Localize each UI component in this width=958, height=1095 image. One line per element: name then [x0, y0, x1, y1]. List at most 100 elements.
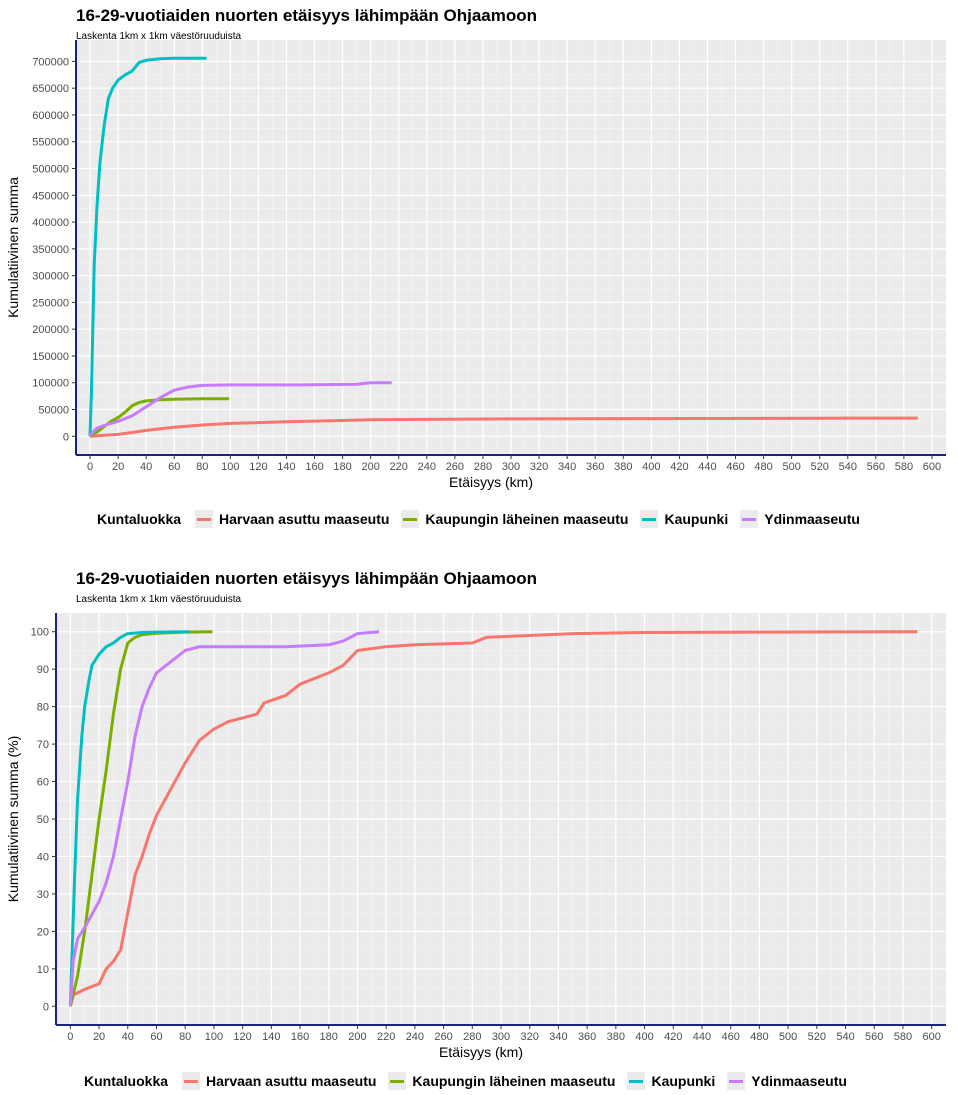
- x-axis-label: Etäisyys (km): [449, 474, 533, 490]
- y-axis-label: Kumulatiivinen summa: [5, 177, 21, 318]
- x-tick-label: 600: [922, 1031, 940, 1043]
- x-tick-label: 140: [277, 461, 295, 473]
- x-tick-label: 120: [233, 1031, 251, 1043]
- x-tick-label: 60: [168, 461, 180, 473]
- legend-key: [740, 510, 759, 528]
- y-tick-label: 40: [37, 851, 49, 863]
- y-tick-label: 350000: [32, 244, 69, 256]
- y-tick-label: 400000: [32, 217, 69, 229]
- x-tick-label: 420: [670, 461, 688, 473]
- x-tick-label: 380: [607, 1031, 625, 1043]
- x-tick-label: 240: [406, 1031, 424, 1043]
- x-tick-label: 280: [474, 461, 492, 473]
- x-tick-label: 540: [839, 461, 857, 473]
- x-tick-label: 400: [642, 461, 660, 473]
- legend-key: [727, 1072, 746, 1090]
- chart-cumulative-count: 16-29-vuotiaiden nuorten etäisyys lähimp…: [0, 0, 958, 540]
- x-tick-label: 220: [377, 1031, 395, 1043]
- plot-area: 0 20 40 60 80 100 120 140 160 180 200 220 240 260 280 3…: [5, 613, 946, 1060]
- x-tick-label: 540: [836, 1031, 854, 1043]
- y-tick-label: 30: [37, 889, 49, 901]
- x-tick-label: 140: [262, 1031, 280, 1043]
- x-tick-label: 320: [521, 1031, 539, 1043]
- x-tick-label: 80: [196, 461, 208, 473]
- series-line: [68, 630, 380, 1007]
- y-tick-label: 300000: [32, 271, 69, 283]
- legend-item: Kaupungin läheinen maaseutu: [388, 1072, 615, 1090]
- x-tick-label: 280: [463, 1031, 481, 1043]
- legend-key: [401, 510, 420, 528]
- y-tick-label: 500000: [32, 164, 69, 176]
- x-tick-label: 340: [558, 461, 576, 473]
- x-tick-label: 400: [635, 1031, 653, 1043]
- x-tick-label: 500: [782, 461, 800, 473]
- x-tick-label: 40: [122, 1031, 134, 1043]
- x-tick-label: 520: [808, 1031, 826, 1043]
- y-tick-label: 600000: [32, 110, 69, 122]
- y-tick-label: 450000: [32, 190, 69, 202]
- x-tick-label: 480: [754, 461, 772, 473]
- x-tick-label: 580: [895, 461, 913, 473]
- series-line: [68, 630, 918, 1007]
- chart-subtitle: Laskenta 1km x 1km väestöruuduista: [76, 594, 242, 605]
- x-tick-label: 260: [434, 1031, 452, 1043]
- legend-key: [627, 1072, 646, 1090]
- y-tick-label: 650000: [32, 83, 69, 95]
- gridlines: [76, 40, 946, 455]
- x-tick-label: 100: [221, 461, 239, 473]
- legend-item: Kaupungin läheinen maaseutu: [401, 510, 628, 528]
- x-tick-label: 40: [140, 461, 152, 473]
- y-tick-label: 100000: [32, 378, 69, 390]
- y-tick-label: 0: [43, 1001, 49, 1013]
- x-axis-label: Etäisyys (km): [439, 1044, 523, 1060]
- y-tick-label: 550000: [32, 137, 69, 149]
- x-tick-label: 560: [867, 461, 885, 473]
- x-tick-label: 360: [578, 1031, 596, 1043]
- y-tick-label: 200000: [32, 324, 69, 336]
- chart-title: 16-29-vuotiaiden nuorten etäisyys lähimp…: [76, 6, 538, 25]
- y-tick-label: 20: [37, 926, 49, 938]
- legend-title: Kuntaluokka: [97, 511, 182, 527]
- x-tick-label: 220: [390, 461, 408, 473]
- x-tick-label: 480: [750, 1031, 768, 1043]
- y-tick-label: 700000: [32, 56, 69, 68]
- x-tick-label: 320: [530, 461, 548, 473]
- x-tick-label: 500: [779, 1031, 797, 1043]
- x-tick-label: 160: [291, 1031, 309, 1043]
- x-tick-label: 600: [923, 461, 941, 473]
- x-tick-label: 560: [865, 1031, 883, 1043]
- x-tick-label: 380: [614, 461, 632, 473]
- legend-item: Kaupunki: [627, 1072, 715, 1090]
- y-tick-label: 100: [31, 627, 49, 639]
- legend-key: [388, 1072, 407, 1090]
- x-tick-label: 20: [112, 461, 124, 473]
- legend-item: Harvaan asuttu maaseutu: [182, 1072, 376, 1090]
- x-tick-label: 0: [67, 1031, 73, 1043]
- chart-subtitle: Laskenta 1km x 1km väestöruuduista: [76, 31, 242, 42]
- x-tick-label: 300: [502, 461, 520, 473]
- y-tick-label: 90: [37, 664, 49, 676]
- x-tick-label: 180: [333, 461, 351, 473]
- y-tick-label: 60: [37, 777, 49, 789]
- x-tick-label: 180: [320, 1031, 338, 1043]
- x-tick-label: 100: [205, 1031, 223, 1043]
- legend-item: Ydinmaaseutu: [740, 510, 860, 528]
- chart-cumulative-percent: 16-29-vuotiaiden nuorten etäisyys lähimp…: [0, 565, 958, 1095]
- x-tick-label: 420: [664, 1031, 682, 1043]
- legend-key: [640, 510, 659, 528]
- y-axis-label: Kumulatiivinen summa (%): [5, 736, 21, 903]
- legend-key: [182, 1072, 201, 1090]
- x-tick-label: 260: [446, 461, 464, 473]
- legend-item: Ydinmaaseutu: [727, 1072, 847, 1090]
- legend: Kuntaluokka Harvaan asuttu maaseutu Kaup…: [97, 510, 872, 528]
- x-tick-label: 520: [811, 461, 829, 473]
- x-tick-label: 440: [698, 461, 716, 473]
- legend: Kuntaluokka Harvaan asuttu maaseutu Kaup…: [84, 1072, 859, 1090]
- y-tick-label: 50: [37, 814, 49, 826]
- x-tick-label: 160: [305, 461, 323, 473]
- y-tick-label: 250000: [32, 297, 69, 309]
- x-tick-label: 0: [87, 461, 93, 473]
- x-tick-label: 460: [726, 461, 744, 473]
- legend-item: Kaupunki: [640, 510, 728, 528]
- gridlines: [56, 613, 946, 1025]
